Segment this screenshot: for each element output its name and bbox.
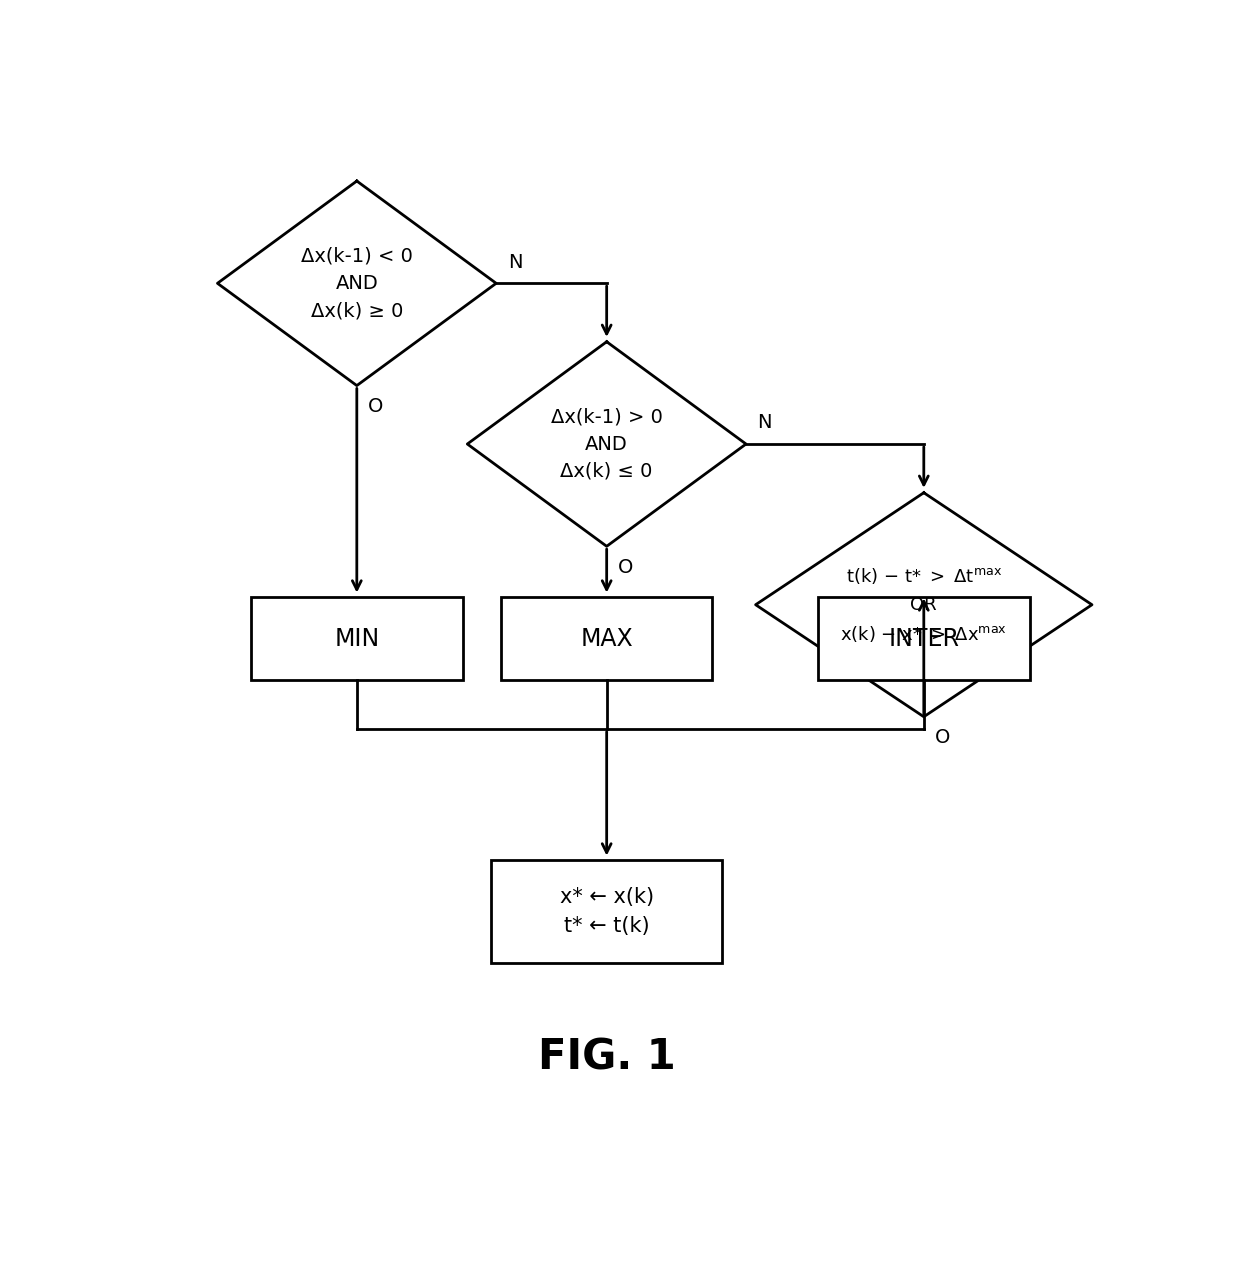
Text: N: N (507, 253, 522, 272)
Text: Δx(k) ≥ 0: Δx(k) ≥ 0 (311, 301, 403, 320)
Bar (818, 597, 1029, 681)
Text: MAX: MAX (580, 627, 632, 650)
Text: t* ← t(k): t* ← t(k) (564, 916, 650, 936)
Text: O: O (935, 729, 951, 748)
Text: t(k) $-$ t* $>$ $\Delta$t$^{\mathregular{max}}$: t(k) $-$ t* $>$ $\Delta$t$^{\mathregular… (846, 565, 1002, 586)
Text: FIG. 1: FIG. 1 (538, 1036, 676, 1079)
Bar (501, 597, 712, 681)
Text: Δx(k) ≤ 0: Δx(k) ≤ 0 (560, 462, 652, 481)
Text: MIN: MIN (335, 627, 379, 650)
Text: x* ← x(k): x* ← x(k) (559, 887, 653, 907)
Text: AND: AND (585, 434, 627, 454)
Text: Δx(k-1) < 0: Δx(k-1) < 0 (301, 247, 413, 266)
Text: Δx(k-1) > 0: Δx(k-1) > 0 (551, 407, 662, 426)
Text: O: O (368, 397, 383, 416)
Text: O: O (619, 558, 634, 577)
Text: AND: AND (336, 273, 378, 292)
Text: OR: OR (910, 596, 937, 614)
Text: x(k) $-$ x* $>$ $\Delta$x$^{\mathregular{max}}$: x(k) $-$ x* $>$ $\Delta$x$^{\mathregular… (841, 624, 1007, 644)
Text: INTER: INTER (888, 627, 960, 650)
Bar (491, 860, 722, 963)
Bar (250, 597, 463, 681)
Text: N: N (758, 414, 773, 433)
